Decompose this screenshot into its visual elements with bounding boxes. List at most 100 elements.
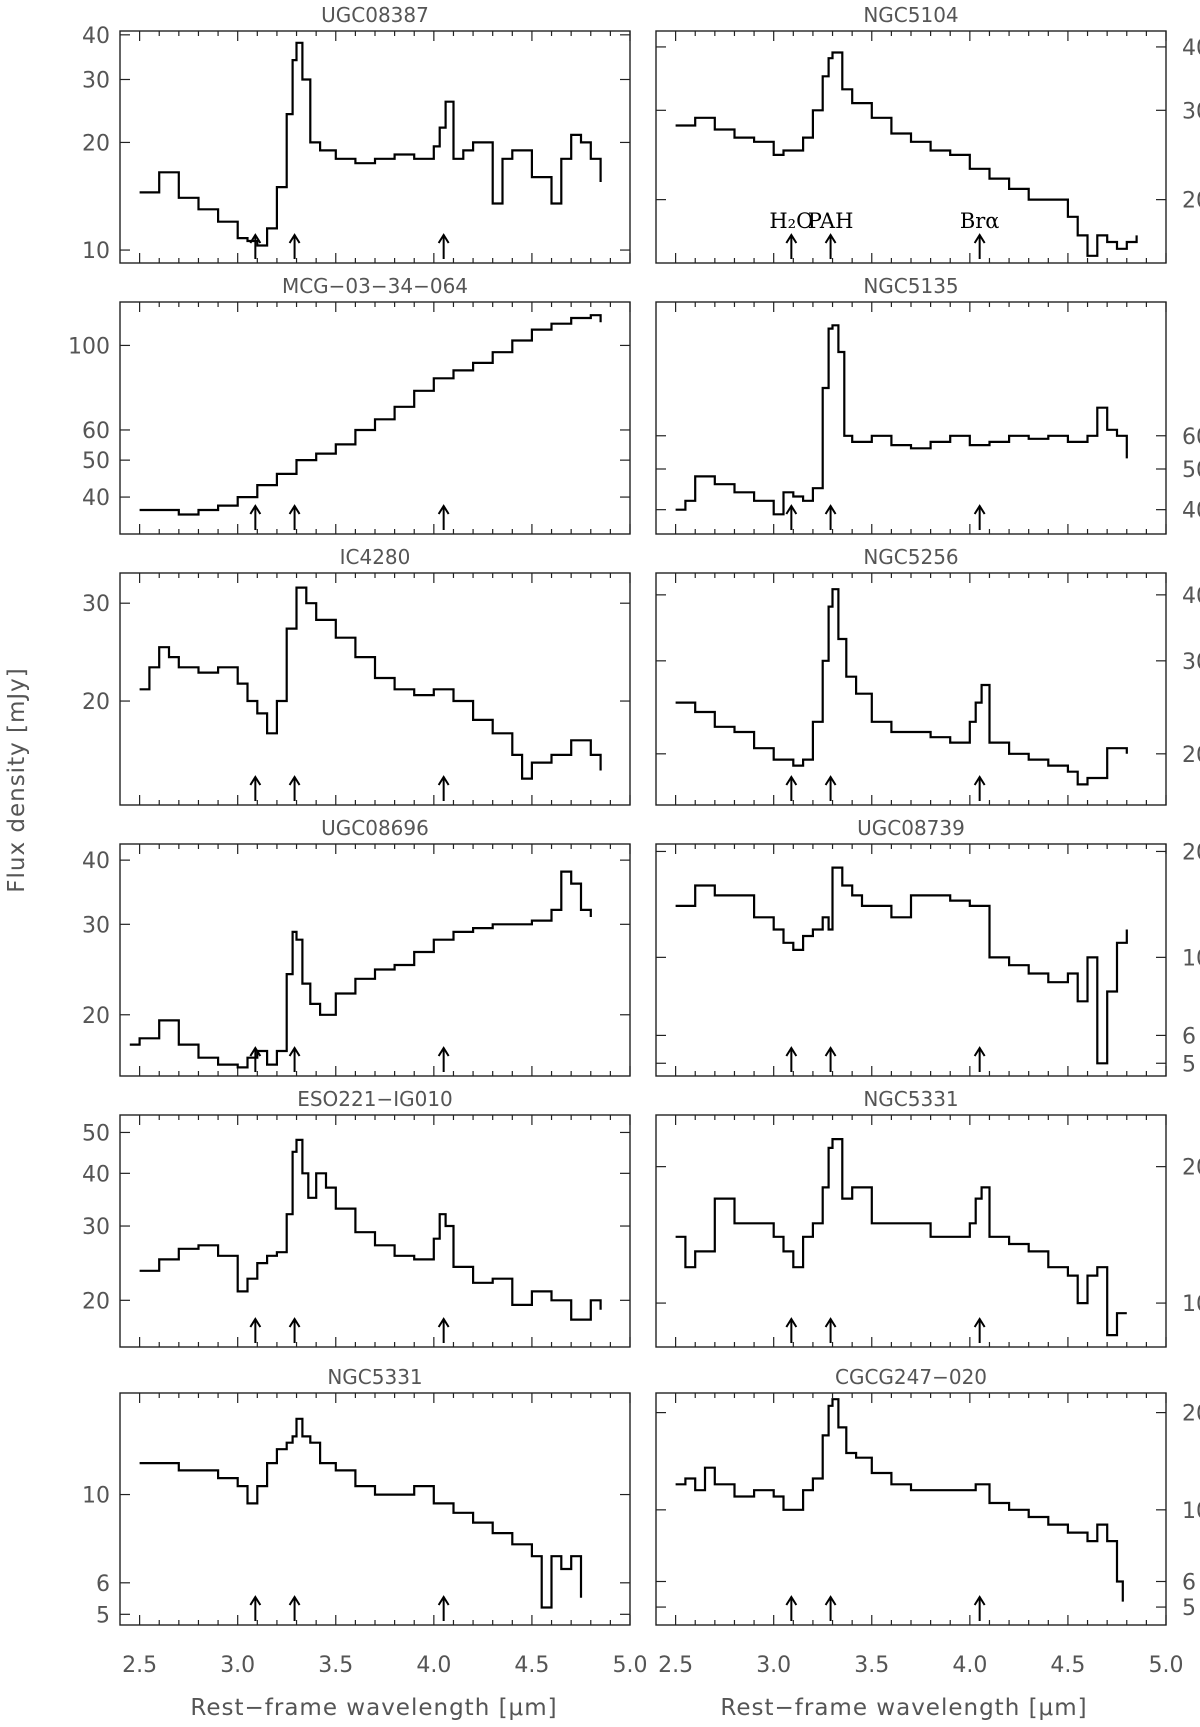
feature-arrowhead [249, 775, 262, 786]
panel-title: UGC08739 [857, 816, 965, 840]
spectrum-line [139, 586, 602, 780]
x-axis-label-left: Rest−frame wavelength [μm] [190, 1695, 557, 1721]
feature-arrowhead [288, 233, 301, 244]
feature-arrowhead [824, 775, 837, 786]
panel-7: UGC08696 20 30 40 [82, 816, 631, 1077]
y-tick-label: 100 [68, 334, 110, 359]
feature-arrowhead [249, 1595, 262, 1606]
y-tick-label: 10 [1182, 946, 1200, 971]
panel-title: NGC5104 [863, 3, 958, 27]
feature-arrowhead [785, 504, 798, 515]
y-tick-label: 20 [1182, 840, 1200, 865]
spectrum-line [139, 1138, 602, 1321]
spectrum-line [675, 1138, 1127, 1337]
panel-9: ESO221−IG010 20 30 40 50 [82, 1087, 631, 1348]
panel-3: MCG−03−34−064 40 50 60 100 [68, 274, 631, 535]
feature-arrowhead [973, 504, 986, 515]
spectrum-line [129, 870, 592, 1069]
panel-frame [119, 572, 631, 806]
spectrum-line [139, 41, 602, 247]
y-tick-label: 40 [82, 849, 110, 874]
feature-arrowhead [824, 233, 837, 244]
panel-11: NGC5331 5 6 10 [82, 1365, 631, 1628]
y-tick-label: 20 [1182, 743, 1200, 768]
feature-arrowhead [973, 233, 986, 244]
x-tick-label: 4.5 [1050, 1653, 1085, 1678]
feature-arrowhead [824, 1595, 837, 1606]
bra-label: Brα [960, 209, 1000, 233]
spectrum-line [139, 1417, 583, 1609]
spectrum-line [675, 588, 1128, 786]
y-tick-label: 5 [1182, 1596, 1196, 1621]
y-tick-label: 50 [82, 1121, 110, 1146]
feature-arrowhead [288, 504, 301, 515]
feature-arrowhead [437, 504, 450, 515]
y-tick-label: 40 [1182, 499, 1200, 524]
y-tick-label: 40 [82, 1162, 110, 1187]
y-tick-label: 10 [82, 239, 110, 264]
y-tick-label: 30 [82, 1215, 110, 1240]
x-tick-label: 4.0 [416, 1653, 451, 1678]
panel-frame [119, 30, 631, 264]
panel-title: NGC5331 [327, 1365, 422, 1389]
feature-arrowhead [785, 1595, 798, 1606]
feature-arrowhead [785, 233, 798, 244]
feature-arrowhead [249, 233, 262, 244]
feature-arrowhead [249, 1046, 262, 1057]
feature-arrowhead [824, 504, 837, 515]
y-tick-label: 60 [82, 419, 110, 444]
panel-frame [655, 843, 1167, 1077]
x-tick-label: 3.0 [756, 1653, 791, 1678]
feature-arrowhead [973, 775, 986, 786]
y-tick-label: 20 [1182, 189, 1200, 214]
feature-arrowhead [288, 1595, 301, 1606]
y-tick-label: 30 [82, 592, 110, 617]
y-tick-label: 20 [1182, 1156, 1200, 1181]
panel-title: UGC08696 [321, 816, 429, 840]
x-tick-label: 4.0 [952, 1653, 987, 1678]
y-tick-label: 6 [1182, 1024, 1196, 1049]
panel-frame [119, 843, 631, 1077]
y-tick-label: 30 [82, 913, 110, 938]
feature-arrowhead [437, 1046, 450, 1057]
panel-4: NGC5135 40 50 60 [655, 274, 1200, 535]
panel-title: MCG−03−34−064 [282, 274, 468, 298]
panel-12: CGCG247−020 56 10 20 [655, 1365, 1200, 1626]
y-tick-label: 50 [82, 449, 110, 474]
feature-arrowhead [824, 1317, 837, 1328]
panel-frame [119, 301, 631, 535]
spectrum-line [675, 866, 1128, 1065]
panel-frame [655, 1392, 1167, 1626]
panel-title: CGCG247−020 [835, 1365, 987, 1389]
y-tick-label: 5 [1182, 1052, 1196, 1077]
feature-arrowhead [785, 775, 798, 786]
x-tick-label: 5.0 [613, 1653, 648, 1678]
panel-8: UGC08739 5 6 10 20 [655, 816, 1200, 1077]
panel-title: UGC08387 [321, 3, 429, 27]
panel-1: UGC08387 10 20 30 40 [82, 3, 631, 264]
x-tick-label: 4.5 [514, 1653, 549, 1678]
y-tick-label: 50 [1182, 458, 1200, 483]
spectrum-line [675, 1398, 1124, 1602]
panel-10: NGC5331 10 20 [655, 1087, 1200, 1348]
feature-arrowhead [437, 1317, 450, 1328]
x-tick-labels: 2.5 3.0 3.5 4.0 4.5 5.0 2.5 3.0 3.5 4.0 4.5 5.0 [122, 1653, 1183, 1678]
y-tick-label: 30 [1182, 650, 1200, 675]
panel-frame [119, 1114, 631, 1348]
y-tick-label: 20 [1182, 1402, 1200, 1427]
y-tick-label: 20 [82, 690, 110, 715]
y-tick-label: 20 [82, 131, 110, 156]
x-tick-label: 3.5 [854, 1653, 889, 1678]
panel-title: NGC5331 [863, 1087, 958, 1111]
y-tick-label: 20 [82, 1289, 110, 1314]
panel-title: ESO221−IG010 [297, 1087, 453, 1111]
panel-title: IC4280 [340, 545, 411, 569]
y-tick-label: 5 [96, 1603, 110, 1628]
spectrum-line [675, 324, 1128, 516]
y-tick-label: 30 [1182, 99, 1200, 124]
feature-arrowhead [973, 1317, 986, 1328]
y-tick-label: 20 [82, 1004, 110, 1029]
feature-arrowhead [288, 775, 301, 786]
x-axis-label-right: Rest−frame wavelength [μm] [720, 1695, 1087, 1721]
